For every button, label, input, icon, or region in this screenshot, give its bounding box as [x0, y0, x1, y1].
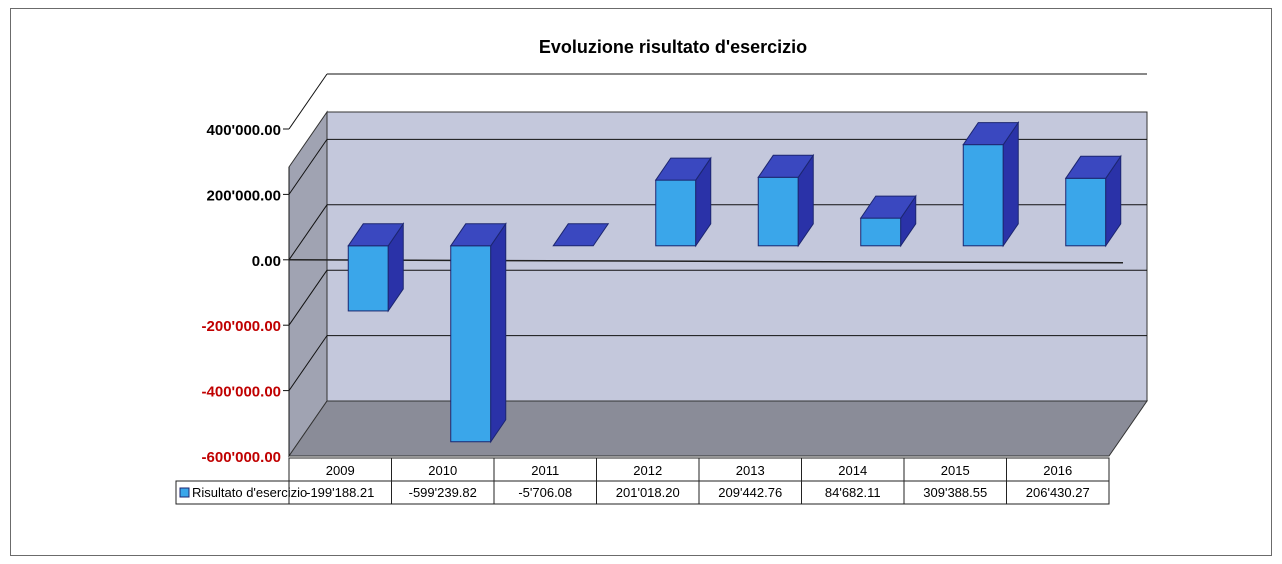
bar-top	[1064, 155, 1122, 179]
data-label: 201'018.20	[616, 485, 680, 500]
x-tick-label: 2015	[941, 463, 970, 478]
gridline-side	[288, 73, 328, 130]
data-label: 206'430.27	[1026, 485, 1090, 500]
bar-front	[347, 245, 389, 312]
data-label: 209'442.76	[718, 485, 782, 500]
bar-top	[859, 195, 917, 219]
bar-2011	[552, 223, 610, 247]
data-label: -5'706.08	[518, 485, 572, 500]
gridline-side	[288, 139, 328, 195]
y-tick-label: -200'000.00	[202, 318, 281, 335]
x-tick-label: 2010	[428, 463, 457, 478]
bar-front	[860, 217, 902, 247]
bar-front	[757, 176, 799, 247]
bar-2015	[962, 121, 1020, 248]
bar-top	[654, 157, 712, 181]
bar-2013	[757, 153, 815, 248]
x-tick-label: 2014	[838, 463, 867, 478]
legend-label: Risultato d'esercizio	[192, 485, 307, 500]
x-tick-label: 2009	[326, 463, 355, 478]
bars	[347, 121, 1122, 444]
bar-side	[490, 222, 507, 444]
data-label: 309'388.55	[923, 485, 987, 500]
data-table: 2009 2010 2011 2012 2013 2014 2015 2016 -199'188…	[175, 457, 1110, 505]
bar-front	[1065, 177, 1107, 247]
data-label: -599'239.82	[409, 485, 477, 500]
bar-front	[450, 245, 492, 443]
data-label: 84'682.11	[825, 485, 881, 500]
bar-top	[347, 223, 405, 247]
bar-2009	[347, 222, 405, 313]
data-label: -199'188.21	[306, 485, 374, 500]
bar-chart: Evoluzione risultato d'esercizio 400'000…	[175, 37, 1148, 505]
chart-title: Evoluzione risultato d'esercizio	[539, 37, 807, 57]
bar-front	[962, 144, 1004, 247]
chart-frame: Evoluzione risultato d'esercizio 400'000…	[10, 8, 1272, 556]
y-tick-label: 400'000.00	[207, 122, 281, 139]
bar-top	[552, 223, 610, 247]
bar-top	[449, 223, 507, 247]
bar-top	[962, 122, 1020, 146]
y-tick-label: -600'000.00	[202, 449, 281, 466]
x-tick-label: 2013	[736, 463, 765, 478]
back-wall	[326, 111, 1148, 402]
y-axis-tick-labels: 400'000.00 200'000.00 0.00 -200'000.00 -400'…	[202, 122, 281, 466]
bar-front	[655, 179, 697, 247]
side-wall	[288, 110, 328, 458]
y-tick-label: 200'000.00	[207, 187, 281, 204]
gridline-side	[288, 269, 328, 326]
y-tick-label: -400'000.00	[202, 384, 281, 401]
bar-2014	[859, 194, 917, 248]
gridline-side	[288, 335, 328, 391]
bar-2010	[449, 222, 507, 444]
bar-top	[757, 154, 815, 178]
y-tick-label: 0.00	[252, 253, 281, 270]
x-tick-label: 2012	[633, 463, 662, 478]
x-tick-label: 2011	[531, 463, 559, 478]
zero-baseline	[288, 259, 1124, 264]
legend-swatch	[179, 487, 190, 498]
gridline-side	[288, 204, 328, 261]
floor	[288, 400, 1148, 457]
x-tick-label: 2016	[1043, 463, 1072, 478]
bar-2012	[654, 156, 712, 248]
bar-2016	[1064, 154, 1122, 248]
